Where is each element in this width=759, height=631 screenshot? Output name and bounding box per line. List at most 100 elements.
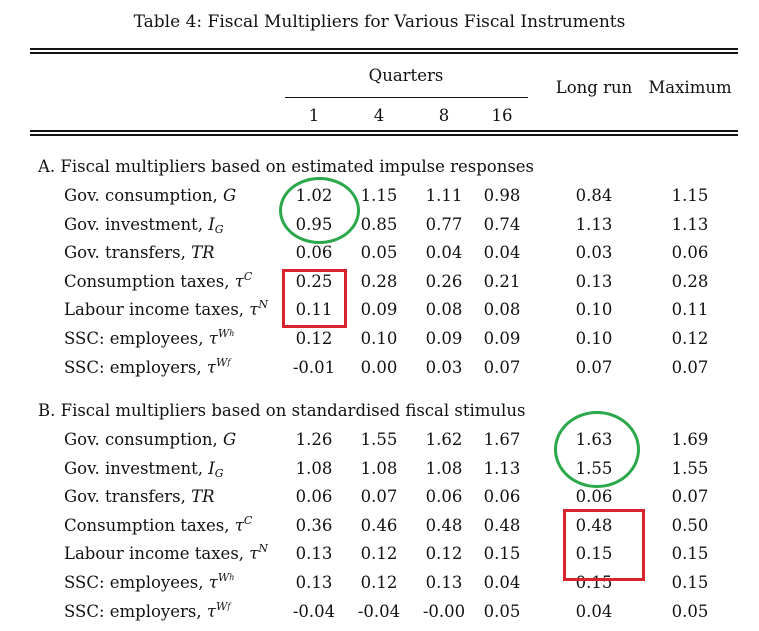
table-cell: -0.00 xyxy=(422,601,466,621)
table-cell: 0.36 xyxy=(295,515,333,535)
row-label-text: Gov. transfers, xyxy=(64,243,192,263)
section-heading: B. Fiscal multipliers based on standardi… xyxy=(38,401,526,420)
table-cell: 0.13 xyxy=(295,544,333,564)
table-cell: 0.09 xyxy=(425,329,463,348)
row-label: Labour income taxes, τN xyxy=(64,542,269,564)
table-cell: 0.28 xyxy=(360,271,398,291)
row-label-superscript: N xyxy=(258,542,269,556)
row-label-text: Gov. investment, xyxy=(64,214,209,234)
table-cell: 0.06 xyxy=(671,243,709,263)
table-cell: 0.04 xyxy=(483,573,521,592)
row-label-symbol: τ xyxy=(206,357,217,377)
row-label-subsubscript: h xyxy=(229,573,235,582)
row-label-subsubscript: f xyxy=(227,357,231,367)
row-label-symbol: G xyxy=(223,430,237,449)
table-cell: 0.48 xyxy=(483,515,521,535)
table-cell: 0.21 xyxy=(483,271,521,291)
top-rule-1 xyxy=(30,48,738,50)
table-cell: 0.15 xyxy=(671,544,709,564)
table-cell: 0.13 xyxy=(575,271,613,291)
table-cell: 1.55 xyxy=(671,458,709,478)
table-cell: 0.08 xyxy=(483,300,521,320)
table-cell: 0.48 xyxy=(425,515,463,535)
row-label-symbol: τ xyxy=(208,329,218,348)
row-label-symbol: τ xyxy=(234,515,244,535)
table-cell: 0.12 xyxy=(360,544,398,564)
table-cell: 1.08 xyxy=(425,458,463,478)
row-label: Gov. transfers, TR xyxy=(64,487,215,507)
table-cell: 0.05 xyxy=(360,243,398,263)
header-q8: 8 xyxy=(438,106,450,125)
row-label-text: SSC: employees, xyxy=(64,329,209,348)
row-label-symbol: τ xyxy=(249,544,259,564)
row-label-superscript: W xyxy=(217,327,230,340)
row-label-symbol: τ xyxy=(206,601,217,621)
table-cell: 0.04 xyxy=(483,243,521,263)
table-title: Table 4: Fiscal Multipliers for Various … xyxy=(133,12,626,32)
red-box-annotation xyxy=(563,509,645,581)
header-q4: 4 xyxy=(373,106,385,125)
row-label-superscript: W xyxy=(216,599,228,613)
row-label-symbol: I xyxy=(208,458,215,478)
row-label-symbol: G xyxy=(223,186,237,205)
row-label-symbol: τ xyxy=(208,573,218,592)
table-cell: 1.11 xyxy=(425,186,463,205)
mid-rule-2 xyxy=(30,134,738,136)
table-cell: 0.15 xyxy=(575,544,613,564)
table-cell: 1.55 xyxy=(360,430,398,449)
row-label: SSC: employees, τWh xyxy=(64,327,234,349)
table-cell: 0.06 xyxy=(295,243,333,263)
table-cell: 0.48 xyxy=(575,515,613,535)
table-cell: 0.15 xyxy=(671,573,709,592)
table-cell: 1.15 xyxy=(360,186,398,205)
row-label-subscript: G xyxy=(214,466,224,480)
green-circle-annotation xyxy=(279,177,360,244)
row-label-symbol: TR xyxy=(191,243,215,263)
table-cell: -0.04 xyxy=(292,601,336,621)
table-cell: 0.11 xyxy=(671,300,709,320)
table-cell: 1.13 xyxy=(575,214,613,234)
row-label-text: Labour income taxes, xyxy=(64,544,250,564)
row-label: Labour income taxes, τN xyxy=(64,299,268,320)
table-cell: 0.07 xyxy=(360,487,398,507)
table-cell: 0.15 xyxy=(575,573,613,592)
table-cell: 0.50 xyxy=(671,515,709,535)
table-cell: -0.01 xyxy=(292,357,336,377)
row-label: SSC: employees, τWh xyxy=(64,572,235,593)
header-maximum: Maximum xyxy=(648,78,732,97)
table-cell: 0.05 xyxy=(483,601,521,621)
table-cell: 0.04 xyxy=(425,243,463,263)
header-q16: 16 xyxy=(491,106,513,125)
row-label-text: Gov. transfers, xyxy=(64,487,192,507)
row-label-text: Consumption taxes, xyxy=(64,515,235,535)
table-cell: 0.03 xyxy=(575,243,613,263)
table-cell: 0.13 xyxy=(425,573,463,592)
row-label-symbol: τ xyxy=(234,271,244,291)
table-cell: 0.77 xyxy=(425,214,463,234)
table-cell: 1.13 xyxy=(671,214,709,234)
header-quarters: Quarters xyxy=(368,66,444,85)
table-cell: 0.06 xyxy=(425,487,463,507)
table-cell: 0.07 xyxy=(575,357,613,377)
table-cell: 0.12 xyxy=(671,329,709,348)
table-cell: 0.84 xyxy=(575,186,613,205)
row-label: Gov. investment, IG xyxy=(64,459,224,479)
table-cell: 0.12 xyxy=(425,544,463,564)
table-cell: 0.03 xyxy=(425,357,463,377)
section-heading: A. Fiscal multipliers based on estimated… xyxy=(38,157,535,176)
table-cell: 0.85 xyxy=(360,214,398,234)
table-cell: 1.67 xyxy=(483,430,521,449)
table-cell: 1.08 xyxy=(295,458,333,478)
table-cell: 0.28 xyxy=(671,271,709,291)
row-label-symbol: TR xyxy=(191,487,215,507)
table-cell: 0.10 xyxy=(575,300,613,320)
green-circle-annotation xyxy=(554,411,640,488)
row-label: Gov. transfers, TR xyxy=(64,243,215,263)
row-label-text: SSC: employers, xyxy=(64,357,207,377)
row-label-text: SSC: employers, xyxy=(64,601,207,621)
row-label: Gov. investment, IG xyxy=(64,215,224,235)
table-cell: 1.15 xyxy=(671,186,709,205)
table-cell: 1.13 xyxy=(483,458,521,478)
row-label-subsubscript: f xyxy=(227,601,231,611)
table-cell: 0.10 xyxy=(575,329,613,348)
